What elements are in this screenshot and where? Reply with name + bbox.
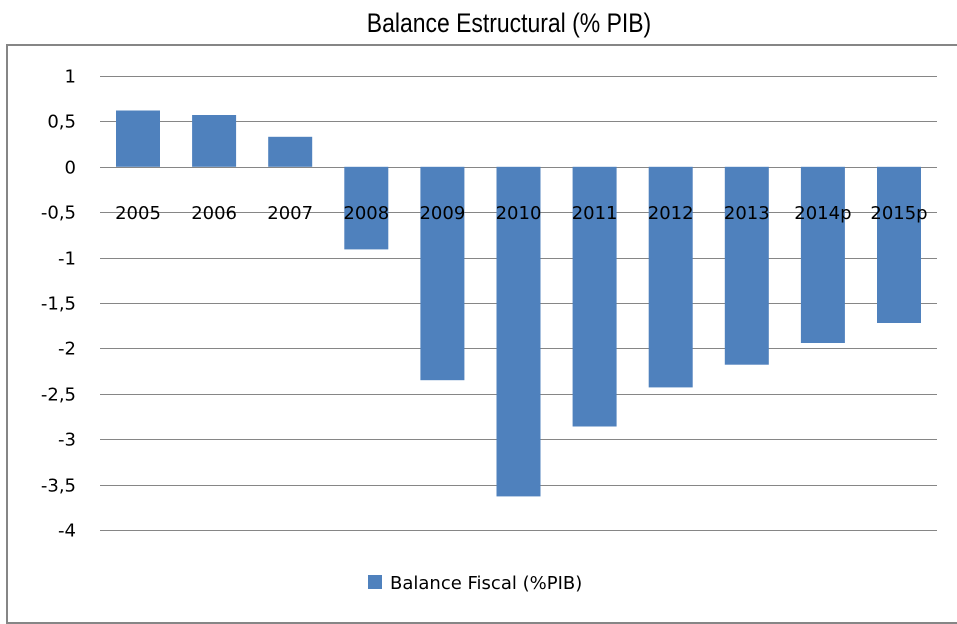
y-tick-label: -3	[58, 430, 76, 451]
y-tick-label: -4	[58, 521, 76, 542]
x-category-label: 2008	[343, 203, 389, 224]
x-category-label: 2013	[724, 203, 770, 224]
x-category-label: 2012	[648, 203, 694, 224]
y-tick-label: 0	[65, 158, 76, 179]
y-tick-label: -0,5	[41, 203, 76, 224]
y-axis-ticks: 1 0,5 0 -0,5 -1 -1,5 -2 -2,5 -3 -3,5 -4	[41, 67, 76, 542]
x-category-label: 2010	[496, 203, 542, 224]
legend-swatch	[368, 575, 382, 589]
x-category-label: 2009	[419, 203, 465, 224]
bar-2013	[724, 166, 769, 365]
bar-2010	[496, 166, 541, 497]
bar-2006	[192, 115, 237, 167]
bars	[116, 110, 921, 497]
y-tick-label: 1	[65, 67, 76, 88]
x-category-label: 2011	[572, 203, 618, 224]
bar-2015p	[877, 166, 921, 323]
bar-2008	[344, 166, 389, 250]
bar-2014p	[800, 166, 845, 343]
x-category-label: 2007	[267, 203, 313, 224]
category-labels: 2005 2006 2007 2008 2009 2010 2011 2012 2013 2014…	[115, 203, 928, 224]
x-category-label: 2014p	[794, 203, 851, 224]
y-tick-label: -3,5	[41, 476, 76, 497]
y-tick-label: -1	[58, 249, 76, 270]
chart-area	[6, 44, 957, 624]
chart-title: Balance Estructural (% PIB)	[366, 8, 652, 38]
bar-2011	[572, 166, 617, 427]
y-tick-label: -2	[58, 339, 76, 360]
y-tick-label: 0,5	[47, 112, 76, 133]
bar-2005	[116, 110, 160, 167]
bar-2007	[268, 136, 313, 167]
legend: Balance Fiscal (%PIB)	[368, 573, 582, 594]
y-tick-label: -1,5	[41, 294, 76, 315]
x-category-label: 2015p	[870, 203, 927, 224]
y-tick-label: -2,5	[41, 385, 76, 406]
x-category-label: 2005	[115, 203, 161, 224]
legend-label: Balance Fiscal (%PIB)	[390, 573, 582, 594]
x-category-label: 2006	[191, 203, 237, 224]
bar-2012	[648, 166, 693, 388]
bar-2009	[420, 166, 465, 381]
